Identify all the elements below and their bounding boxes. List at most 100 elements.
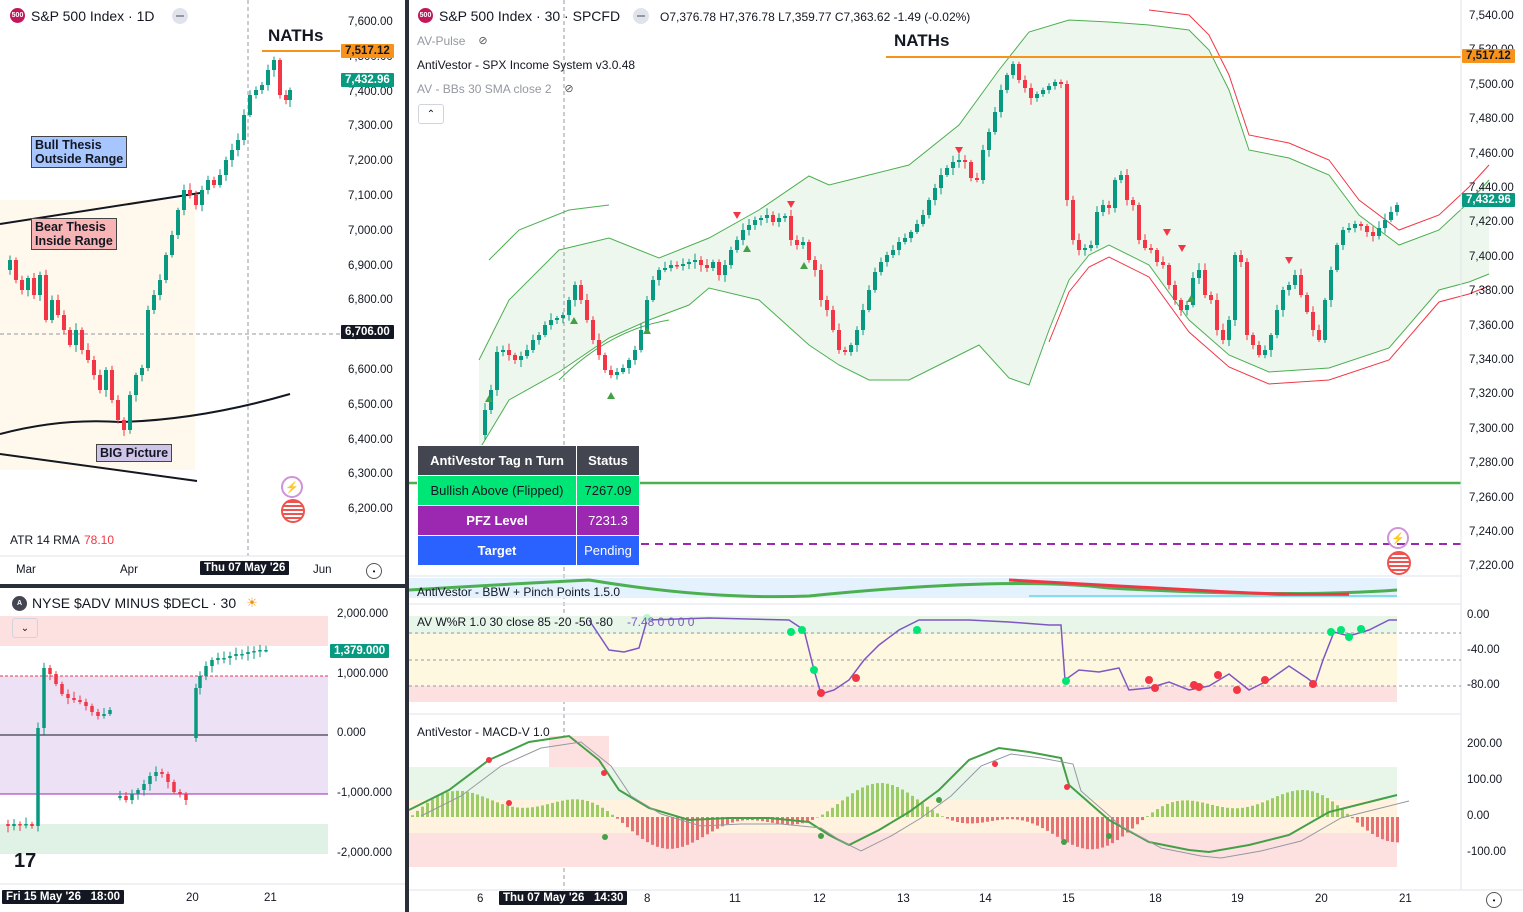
intraday-candle-body — [579, 285, 583, 300]
adv-candle-body — [42, 668, 46, 728]
intraday-chart-pane[interactable]: 500 S&P 500 Index · 30 · SPCFD O7,376.78… — [409, 0, 1523, 912]
price-label-7: 7,400.00 — [1469, 250, 1514, 263]
intraday-candle-body — [729, 250, 733, 265]
macd-histogram-bar — [766, 817, 769, 822]
macd-histogram-bar — [566, 799, 569, 817]
chart-title[interactable]: S&P 500 Index · 30 · SPCFD — [439, 8, 621, 24]
eye-toggle-icon[interactable] — [633, 8, 649, 24]
collapse-chevron-icon[interactable]: ⌃ — [418, 104, 444, 124]
indicator-bbs[interactable]: AV - BBs 30 SMA close 2 — [417, 82, 552, 96]
price-label-3: 7,300.00 — [348, 120, 393, 133]
high-price-tag: 7,517.12 — [341, 44, 394, 58]
tradingview-logo[interactable]: 17 — [14, 850, 37, 872]
intraday-candle-body — [1017, 64, 1021, 80]
collapse-chevron-icon[interactable]: ⌄ — [12, 618, 38, 638]
bb-inner — [488, 204, 610, 261]
lightning-icon[interactable]: ⚡ — [1387, 527, 1409, 549]
bull-thesis-line1: Bull Thesis — [35, 138, 102, 152]
macd-histogram-bar — [436, 796, 439, 817]
intraday-candle-body — [873, 272, 877, 290]
macd-axis-label-1: 100.00 — [1467, 774, 1503, 786]
intraday-candle-body — [1299, 275, 1303, 295]
macd-histogram-bar — [421, 806, 424, 817]
hidden-eye-icon[interactable]: ⊘ — [564, 82, 574, 95]
macd-histogram-bar — [1136, 817, 1139, 825]
us-flag-icon[interactable] — [281, 499, 305, 523]
bull-thesis-note[interactable]: Bull Thesis Outside Range — [31, 136, 128, 168]
price-label-3: 7,480.00 — [1469, 113, 1514, 126]
lightning-icon[interactable]: ⚡ — [281, 476, 303, 498]
settings-icon[interactable]: • — [366, 563, 382, 579]
intraday-candle-body — [1389, 212, 1393, 220]
daily-chart-canvas[interactable] — [0, 0, 405, 584]
indicator-av-pulse[interactable]: AV-Pulse — [417, 34, 466, 48]
bb-upper — [478, 19, 1490, 361]
eye-toggle-icon[interactable] — [172, 8, 188, 24]
macd-histogram-bar — [1116, 817, 1119, 841]
macd-histogram-bar — [466, 791, 469, 817]
macd-histogram-bar — [991, 817, 994, 821]
intraday-candle-body — [891, 250, 895, 255]
intraday-candle-body — [1311, 312, 1315, 330]
macd-histogram-bar — [521, 807, 524, 817]
intraday-candle-body — [903, 238, 907, 242]
intraday-chart-canvas[interactable] — [409, 0, 1523, 912]
intraday-candle-body — [1119, 175, 1123, 180]
adv-candle-body — [148, 776, 152, 784]
adv-candle-body — [222, 658, 226, 660]
price-label-13: 6,300.00 — [348, 468, 393, 481]
macd-histogram-bar — [551, 802, 554, 817]
bbw-indicator-label[interactable]: AntiVestor - BBW + Pinch Points 1.5.0 — [417, 585, 621, 599]
macd-histogram-bar — [546, 804, 549, 817]
indicator-income-system[interactable]: AntiVestor - SPX Income System v3.0.48 — [417, 58, 636, 72]
intraday-candle-body — [1347, 228, 1351, 230]
big-picture-note[interactable]: BIG Picture — [96, 444, 173, 462]
hidden-eye-icon[interactable]: ⊘ — [478, 34, 488, 47]
daily-candle-body — [110, 370, 114, 400]
intraday-candle-body — [1077, 240, 1081, 250]
intraday-candle-body — [681, 264, 685, 266]
time-label-10: 21 — [1399, 893, 1412, 905]
macd-histogram-bar — [846, 796, 849, 817]
pane-divider-vertical[interactable] — [405, 0, 409, 912]
settings-icon[interactable]: • — [1486, 892, 1502, 908]
adv-decl-pane[interactable]: A NYSE $ADV MINUS $DECL · 30 ☀ ⌄ 2,000.0… — [0, 588, 405, 912]
chart-title[interactable]: NYSE $ADV MINUS $DECL · 30 — [32, 595, 237, 611]
wr-indicator-label[interactable]: AV W%R 1.0 30 close 85 -20 -50 -80 — [417, 615, 613, 629]
row-bullish-value: 7267.09 — [576, 475, 640, 506]
macd-histogram-bar — [1086, 817, 1089, 850]
adv-decl-canvas[interactable] — [0, 588, 405, 912]
atr-label: ATR 14 RMA — [10, 533, 80, 547]
macd-signal-dot — [486, 757, 492, 763]
price-label-10: 7,340.00 — [1469, 354, 1514, 366]
macd-indicator-label[interactable]: AntiVestor - MACD-V 1.0 — [417, 725, 550, 739]
intraday-candle-body — [1371, 232, 1375, 236]
daily-chart-pane[interactable]: 500 S&P 500 Index · 1D NATHs 7,600.00 7,5… — [0, 0, 405, 584]
wr-signal-dot — [1261, 676, 1269, 684]
adv-candle-body — [154, 772, 158, 776]
macd-histogram-bar — [1046, 817, 1049, 831]
bear-thesis-note[interactable]: Bear Thesis Inside Range — [31, 218, 117, 250]
price-label-6: 7,420.00 — [1469, 216, 1514, 229]
sell-signal-marker — [1178, 245, 1186, 252]
macd-histogram-bar — [1071, 817, 1074, 845]
wr-signal-dot — [852, 674, 860, 682]
row-target-label: Target — [417, 535, 577, 566]
wr-signal-dot — [1357, 625, 1365, 633]
intraday-candle-body — [987, 132, 991, 150]
symbol-badge: A — [12, 596, 27, 611]
adv-candle-body — [184, 794, 188, 800]
ohlc-readout: O7,376.78 H7,376.78 L7,359.77 C7,363.62 … — [660, 10, 970, 24]
us-flag-icon[interactable] — [1387, 551, 1411, 575]
daily-candle-body — [284, 95, 288, 100]
pane-divider-horizontal[interactable] — [0, 584, 405, 588]
intraday-candle-body — [609, 370, 613, 375]
macd-histogram-bar — [1321, 795, 1324, 817]
macd-histogram-bar — [541, 805, 544, 817]
intraday-candle-body — [849, 345, 853, 352]
macd-histogram-bar — [1316, 792, 1319, 817]
chart-title[interactable]: S&P 500 Index · 1D — [31, 8, 155, 24]
intraday-candle-body — [951, 162, 955, 168]
intraday-candle-body — [981, 150, 985, 180]
symbol-badge: 500 — [10, 8, 25, 23]
